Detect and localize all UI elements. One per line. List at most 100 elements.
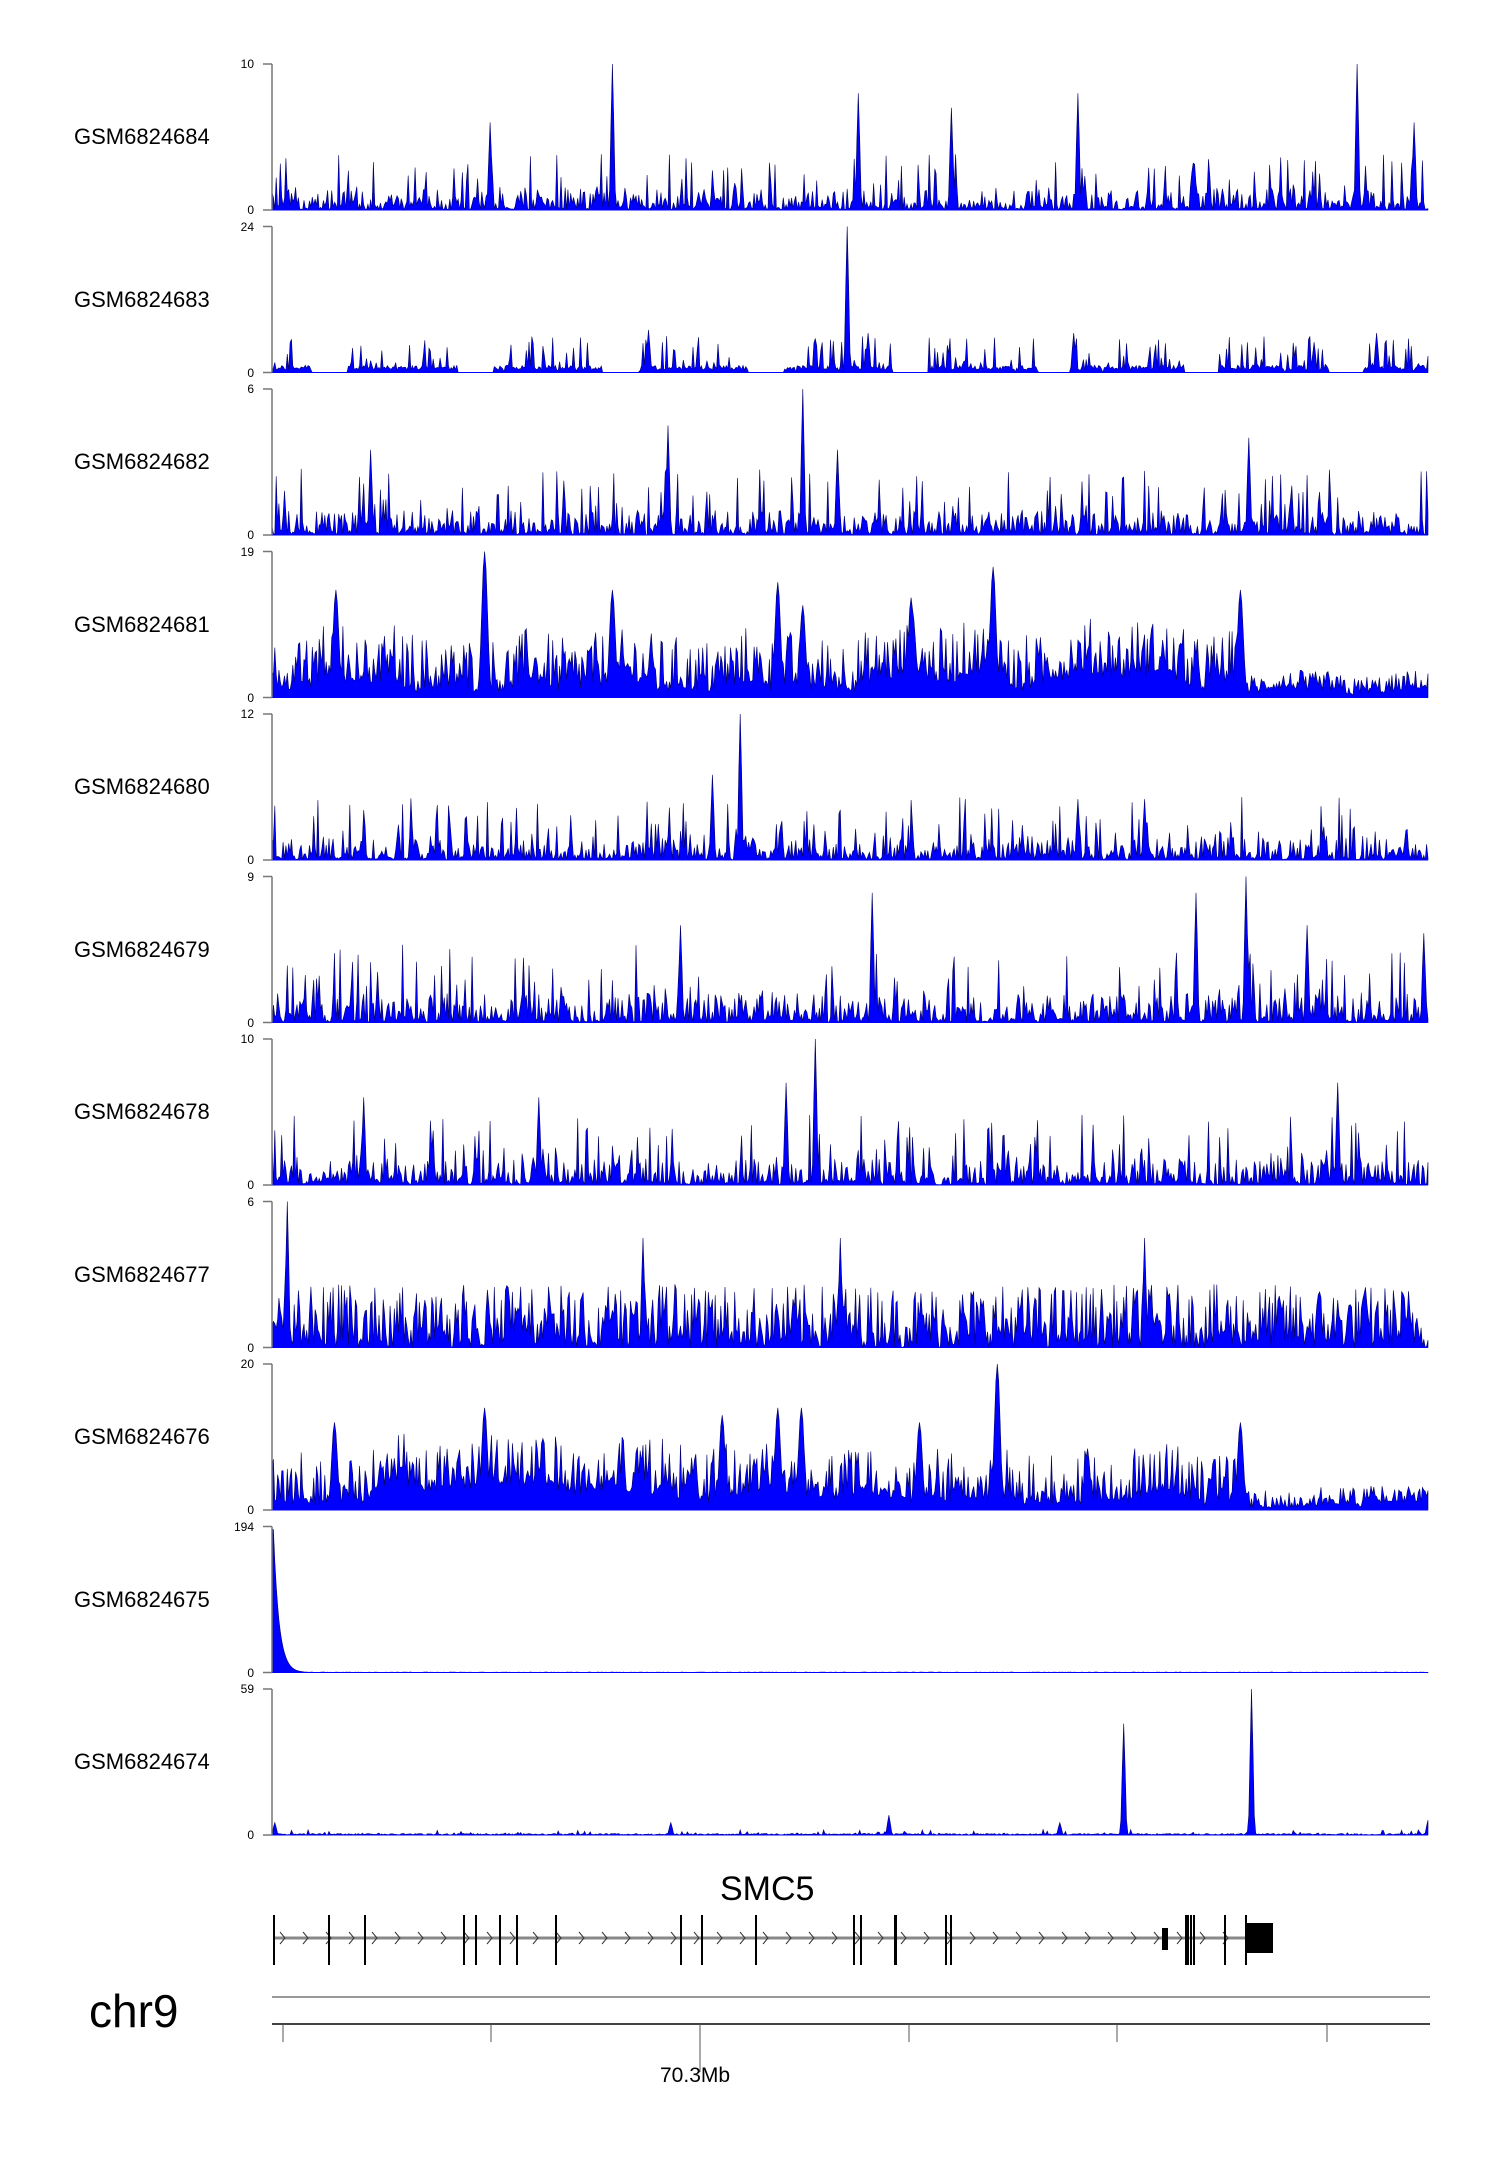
strand-arrow-icon [555, 1931, 562, 1945]
y-tick-label-min: 0 [247, 365, 254, 380]
y-tick-label-min: 0 [247, 1665, 254, 1680]
strand-arrow-icon [923, 1931, 930, 1945]
signal-area-GSM6824683 [271, 226, 1429, 374]
exon [1224, 1915, 1226, 1965]
strand-arrow-icon [1107, 1931, 1114, 1945]
exon [853, 1915, 855, 1965]
signal-area-GSM6824679 [271, 876, 1429, 1024]
y-tick-label-min: 0 [247, 1503, 254, 1517]
y-tick-label-min: 0 [247, 853, 254, 867]
exon [328, 1915, 330, 1965]
strand-arrow-icon [1038, 1931, 1045, 1945]
strand-arrow-icon [325, 1931, 332, 1945]
track-label: GSM6824680 [74, 774, 210, 799]
y-tick-label-min: 0 [247, 528, 254, 542]
strand-arrow-icon [1176, 1931, 1183, 1945]
axis-tick-label: 70.3Mb [660, 2064, 731, 2087]
strand-arrow-icon [578, 1931, 585, 1945]
y-tick-label-min: 0 [247, 203, 254, 217]
strand-arrow-icon [417, 1931, 424, 1945]
exon [1185, 1915, 1187, 1965]
y-tick-label-max: 194 [233, 1519, 254, 1534]
strand-arrow-icon [486, 1931, 493, 1945]
track-label: GSM6824682 [74, 449, 210, 474]
track-label: GSM6824678 [74, 1099, 210, 1124]
exon [945, 1915, 947, 1965]
y-tick-label-max: 10 [240, 1032, 254, 1046]
exon [1190, 1915, 1192, 1965]
exon-utr-block [1246, 1923, 1273, 1953]
signal-area-GSM6824674 [271, 1688, 1429, 1836]
strand-arrow-icon [762, 1931, 769, 1945]
strand-arrow-icon [808, 1931, 815, 1945]
track-label: GSM6824679 [74, 936, 210, 962]
signal-area-GSM6824680 [271, 713, 1429, 861]
exon [499, 1915, 501, 1965]
strand-arrow-icon [463, 1931, 470, 1945]
exon [364, 1915, 366, 1965]
track-label: GSM6824684 [74, 124, 210, 149]
y-tick-label-min: 0 [247, 1340, 254, 1355]
strand-arrow-icon [302, 1931, 309, 1945]
signal-area-GSM6824677 [271, 1201, 1429, 1348]
strand-arrow-icon [440, 1931, 447, 1945]
y-tick-label-max: 59 [240, 1682, 254, 1696]
strand-arrow-icon [279, 1931, 286, 1945]
strand-arrow-icon [900, 1931, 907, 1945]
exon [680, 1915, 682, 1965]
y-tick-label-max: 6 [247, 382, 254, 396]
strand-arrow-icon [371, 1931, 378, 1945]
y-tick-label-max: 19 [240, 544, 254, 559]
strand-arrow-icon [1084, 1931, 1091, 1945]
strand-arrow-icon [877, 1931, 884, 1945]
strand-arrow-icon [1015, 1931, 1022, 1945]
exon [555, 1915, 557, 1965]
track-label: GSM6824681 [74, 611, 210, 637]
exon-coding [1162, 1928, 1168, 1950]
track-label: GSM6824675 [74, 1586, 210, 1612]
gene-name-label: SMC5 [720, 1870, 815, 1908]
signal-area-GSM6824682 [271, 388, 1429, 536]
y-tick-label-min: 0 [247, 1178, 254, 1192]
y-tick-label-max: 20 [240, 1357, 254, 1371]
exon [463, 1915, 465, 1965]
strand-arrow-icon [693, 1931, 700, 1945]
y-tick-label-max: 10 [240, 57, 254, 71]
strand-arrow-icon [716, 1931, 723, 1945]
y-tick-label-min: 0 [247, 1828, 254, 1842]
y-tick-label-max: 24 [240, 219, 254, 234]
exon [475, 1915, 477, 1965]
strand-arrow-icon [624, 1931, 631, 1945]
strand-arrow-icon [647, 1931, 654, 1945]
y-tick-label-max: 9 [247, 869, 254, 884]
track-label: GSM6824683 [74, 286, 210, 312]
exon [273, 1915, 275, 1965]
strand-arrow-icon [785, 1931, 792, 1945]
y-tick-label-min: 0 [247, 690, 254, 705]
exon [701, 1915, 703, 1965]
exon [755, 1915, 757, 1965]
strand-arrow-icon [1061, 1931, 1068, 1945]
y-tick-label-min: 0 [247, 1015, 254, 1030]
strand-arrow-icon [831, 1931, 838, 1945]
track-label: GSM6824674 [74, 1749, 210, 1774]
strand-arrow-icon [969, 1931, 976, 1945]
strand-arrow-icon [348, 1931, 355, 1945]
strand-arrow-icon [532, 1931, 539, 1945]
chromosome-label: chr9 [89, 1985, 179, 2037]
y-tick-label-max: 12 [240, 707, 254, 721]
exon [860, 1915, 862, 1965]
signal-area-GSM6824681 [271, 551, 1429, 698]
track-label: GSM6824677 [74, 1261, 210, 1287]
strand-arrow-icon [394, 1931, 401, 1945]
strand-arrow-icon [1130, 1931, 1137, 1945]
exon [1193, 1915, 1195, 1965]
signal-area-GSM6824675 [271, 1529, 1429, 1673]
exon [1187, 1915, 1189, 1965]
strand-arrow-icon [992, 1931, 999, 1945]
strand-arrow-icon [1153, 1931, 1160, 1945]
strand-arrow-icon [739, 1931, 746, 1945]
exon [516, 1915, 518, 1965]
y-tick-label-max: 6 [247, 1194, 254, 1209]
